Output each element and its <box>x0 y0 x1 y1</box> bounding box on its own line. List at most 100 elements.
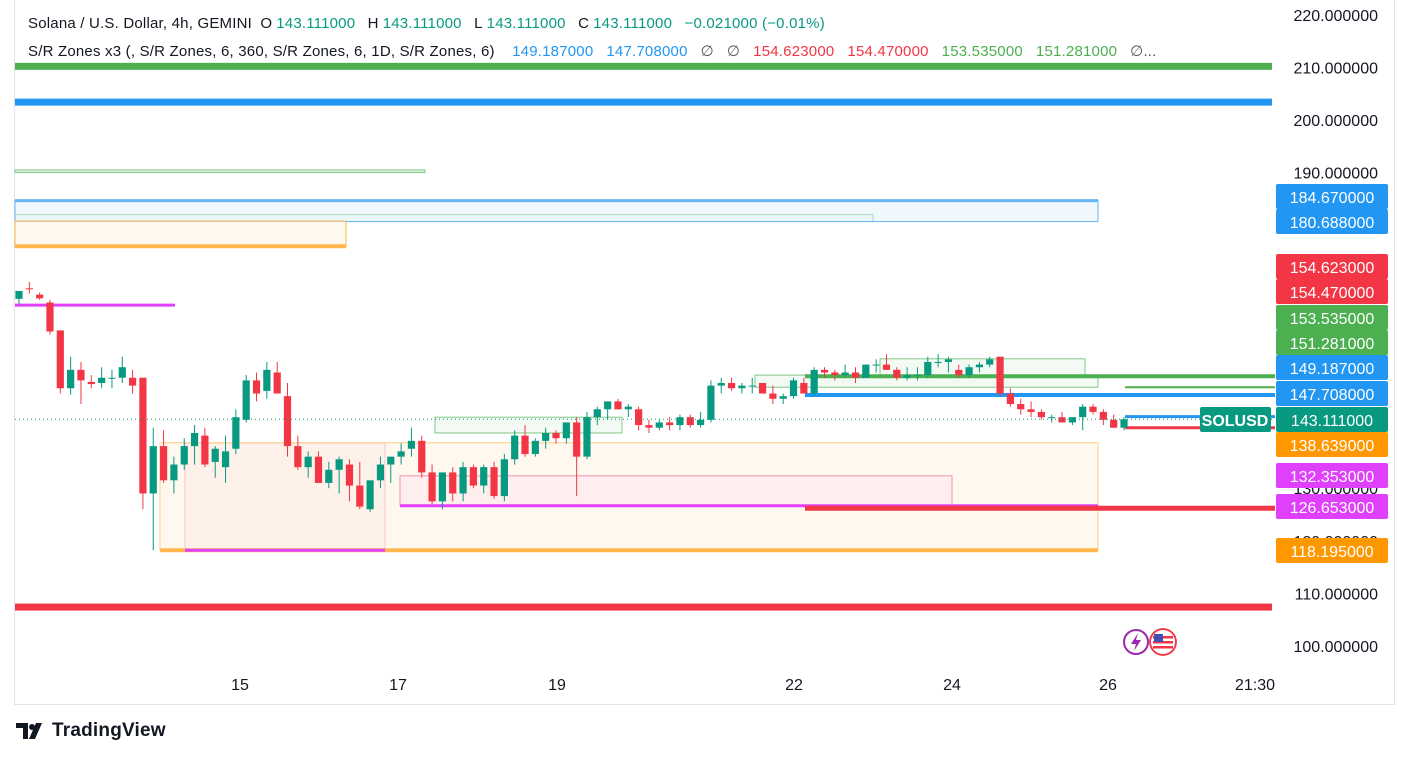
price-label: 126.653000 <box>1290 500 1375 517</box>
candle <box>56 330 64 394</box>
candle-body <box>263 369 271 391</box>
candle-body <box>614 401 622 410</box>
candle-body <box>314 456 323 483</box>
candle <box>686 414 694 428</box>
candle-body <box>562 422 570 439</box>
indicator-value: 154.623000 <box>753 43 835 60</box>
price-label-bg <box>1276 330 1388 355</box>
candle-body <box>1089 406 1097 412</box>
candle <box>831 369 839 381</box>
symbol-tag-bg <box>1200 407 1271 432</box>
candle <box>67 356 75 395</box>
candle-body <box>366 480 374 510</box>
candle <box>893 367 901 381</box>
ohlc-high: H 143.111000 <box>368 15 466 32</box>
price-label-bg <box>1276 538 1388 563</box>
candle <box>986 356 994 368</box>
candle-body <box>387 456 395 465</box>
candle <box>283 383 292 457</box>
candle <box>1110 414 1118 428</box>
candle-body <box>666 422 674 426</box>
candle-body <box>1048 417 1056 419</box>
candle-body <box>593 409 601 418</box>
low-label: L <box>474 15 483 32</box>
candle-body <box>376 464 385 481</box>
candle-body <box>283 396 292 447</box>
sr-level-line <box>15 603 1272 611</box>
x-axis-tick-label: 17 <box>389 677 407 694</box>
candle <box>820 367 829 378</box>
tradingview-wordmark: TradingView <box>52 720 166 741</box>
candle-body <box>56 330 64 389</box>
symbol-title: Solana / U.S. Dollar, 4h, GEMINI <box>28 15 252 32</box>
candle-body <box>986 359 994 365</box>
candle-body <box>686 417 694 426</box>
candle <box>469 464 477 489</box>
symbol-legend: Solana / U.S. Dollar, 4h, GEMINI O 143.11… <box>28 15 829 32</box>
candle <box>356 461 364 510</box>
candle-body <box>552 432 560 439</box>
x-axis-tick-label: 24 <box>943 677 961 694</box>
candle-body <box>851 372 860 378</box>
candle <box>345 459 354 502</box>
candle-body <box>1099 411 1107 420</box>
candle <box>252 372 261 402</box>
candle-body <box>820 369 829 373</box>
price-label: 118.195000 <box>1290 544 1373 561</box>
candle-body <box>758 383 767 394</box>
candle <box>25 282 33 294</box>
candle <box>1089 404 1097 415</box>
candle <box>996 356 1004 397</box>
candle-body <box>345 464 354 486</box>
low-value: 143.111000 <box>486 15 566 32</box>
candle <box>975 361 984 373</box>
candle <box>1058 411 1066 423</box>
price-label: 154.623000 <box>1290 260 1375 277</box>
candle-body <box>583 417 591 457</box>
ohlc-close: C 143.111000 <box>578 15 676 32</box>
candle-body <box>211 448 219 462</box>
price-label-bg <box>1276 432 1388 457</box>
price-chart[interactable]: 100.000000110.000000120.000000130.000000… <box>0 0 1410 705</box>
candle <box>531 438 539 457</box>
candle <box>924 356 932 378</box>
candle-body <box>180 446 188 465</box>
candle <box>789 377 798 399</box>
candle-body <box>696 419 705 426</box>
candle-body <box>707 385 715 420</box>
candle-body <box>655 422 663 428</box>
candle-body <box>159 446 168 481</box>
price-label: 180.688000 <box>1290 215 1375 232</box>
candle <box>314 451 323 483</box>
sr-zone <box>879 358 1086 377</box>
candle <box>593 406 601 426</box>
candle-body <box>108 377 116 379</box>
candle-body <box>469 467 477 486</box>
symbol-tag: SOLUSD <box>1202 413 1269 430</box>
candle-body <box>996 356 1004 394</box>
y-axis-tick-label: 200.000000 <box>1293 113 1378 130</box>
candle <box>325 461 333 489</box>
candle <box>562 422 570 444</box>
candle-body <box>893 369 901 378</box>
us-flag-icon[interactable] <box>1149 628 1177 656</box>
candle <box>335 456 343 494</box>
candle-body <box>924 361 932 376</box>
lightning-icon[interactable] <box>1122 628 1150 656</box>
price-label: 154.470000 <box>1290 285 1375 302</box>
candle <box>490 461 498 499</box>
candle-body <box>955 369 963 376</box>
candle-body <box>1068 417 1076 423</box>
tradingview-logo[interactable]: TradingView <box>16 720 166 742</box>
candle <box>242 375 250 423</box>
candle <box>913 367 922 381</box>
x-axis-tick-label: 15 <box>231 677 249 694</box>
candle-body <box>407 440 416 449</box>
candle <box>666 417 674 431</box>
candle <box>180 438 188 470</box>
candle <box>810 367 818 397</box>
candle-body <box>779 396 787 399</box>
indicator-legend[interactable]: S/R Zones x3 (, S/R Zones, 6, 360, S/R Z… <box>28 42 1165 60</box>
candle-body <box>77 369 85 381</box>
indicator-value: 153.535000 <box>941 43 1023 60</box>
